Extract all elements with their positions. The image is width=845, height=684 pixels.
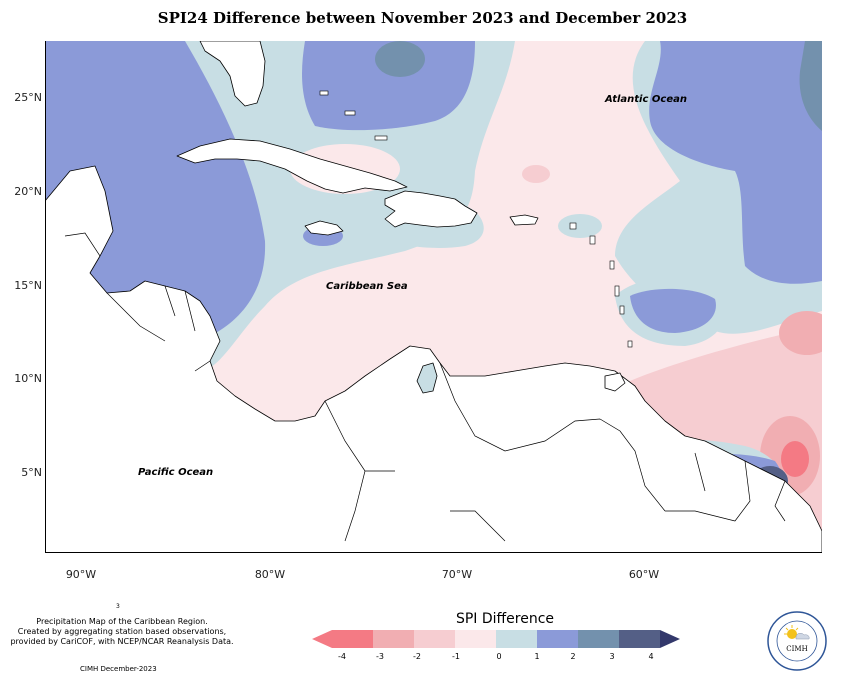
spi-zone-blue-bahamas [302, 41, 475, 131]
lon-label-70w: 70°W [441, 568, 473, 581]
legend-swatch-neg3 [373, 630, 414, 648]
land-lake-maracaibo [416, 362, 438, 394]
legend-swatch-neg4 [332, 630, 373, 648]
legend-label-1: 1 [534, 652, 540, 661]
legend-swatch-pos0 [496, 630, 537, 648]
legend-swatch-pos2 [578, 630, 619, 648]
lon-label-60w: 60°W [628, 568, 660, 581]
spi-zone-pink-southeast-strong [779, 311, 822, 355]
map-caption: Precipitation Map of the Caribbean Regio… [2, 617, 242, 647]
land-florida [199, 41, 266, 107]
legend-colorbar [312, 630, 680, 648]
lat-label-10n: 10°N [14, 372, 42, 385]
spi-zone-blue-west [45, 41, 266, 336]
legend-label-2: 2 [570, 652, 576, 661]
land-trinidad [604, 372, 626, 392]
land-puerto-rico [509, 214, 539, 226]
island-bahamas-1 [319, 90, 329, 96]
lat-label-5n: 5°N [21, 466, 42, 479]
lon-label-90w: 90°W [65, 568, 97, 581]
label-pacific-ocean: Pacific Ocean [138, 467, 214, 478]
land-cuba [176, 138, 408, 194]
spi-zone-light-blue-antilles [558, 214, 602, 238]
island-bahamas-3 [374, 135, 388, 141]
spi-zone-blue-dark-atlantic [799, 41, 822, 131]
spi-map [45, 41, 822, 553]
spi-zone-red-guiana [781, 441, 809, 477]
spi-zone-blue-dark-bahamas [375, 41, 425, 77]
legend-arrow-left [312, 630, 332, 648]
island-lesser-antilles-2 [589, 235, 596, 245]
legend-label-neg1: -1 [452, 652, 460, 661]
island-lesser-antilles-1 [569, 222, 577, 230]
island-bahamas-2 [344, 110, 356, 116]
label-caribbean-sea: Caribbean Sea [326, 281, 408, 292]
legend-swatch-pos3 [619, 630, 660, 648]
label-atlantic-ocean: Atlantic Ocean [605, 94, 687, 105]
map-area [45, 41, 822, 553]
land-hispaniola [384, 190, 478, 228]
legend-label-neg3: -3 [376, 652, 384, 661]
lon-label-80w: 80°W [254, 568, 286, 581]
island-lesser-antilles-5 [619, 305, 625, 315]
caption-mark: 3 [116, 603, 120, 610]
lat-label-15n: 15°N [14, 279, 42, 292]
lat-label-20n: 20°N [14, 185, 42, 198]
island-lesser-antilles-6 [627, 340, 633, 348]
legend-label-neg4: -4 [338, 652, 346, 661]
lat-label-25n: 25°N [14, 91, 42, 104]
caption-line-3: provided by CariCOF, with NCEP/NCAR Rean… [10, 637, 234, 646]
legend-label-0: 0 [496, 652, 502, 661]
map-frame [45, 41, 822, 553]
legend-label-4: 4 [648, 652, 654, 661]
legend-swatch-neg2 [414, 630, 455, 648]
legend-swatch-neg1 [455, 630, 496, 648]
legend-swatch-pos1 [537, 630, 578, 648]
spi-zone-pink-small [522, 165, 550, 183]
legend-label-3: 3 [609, 652, 615, 661]
land-jamaica [304, 220, 344, 236]
legend-arrow-right [660, 630, 680, 648]
legend-title: SPI Difference [455, 611, 555, 627]
caption-date: CIMH December-2023 [80, 665, 157, 673]
island-lesser-antilles-4 [614, 285, 620, 297]
logo-text: CIMH [786, 645, 807, 653]
legend-label-neg2: -2 [413, 652, 421, 661]
caption-line-2: Created by aggregating station based obs… [17, 627, 227, 636]
spi-zone-blue-lesser-antilles [630, 288, 716, 333]
spi-zone-blue-atlantic [649, 41, 822, 284]
border-lines [64, 232, 786, 542]
cimh-logo: CIMH [767, 611, 827, 671]
map-title: SPI24 Difference between November 2023 a… [157, 9, 688, 27]
caption-line-1: Precipitation Map of the Caribbean Regio… [36, 617, 208, 626]
island-lesser-antilles-3 [609, 260, 615, 270]
